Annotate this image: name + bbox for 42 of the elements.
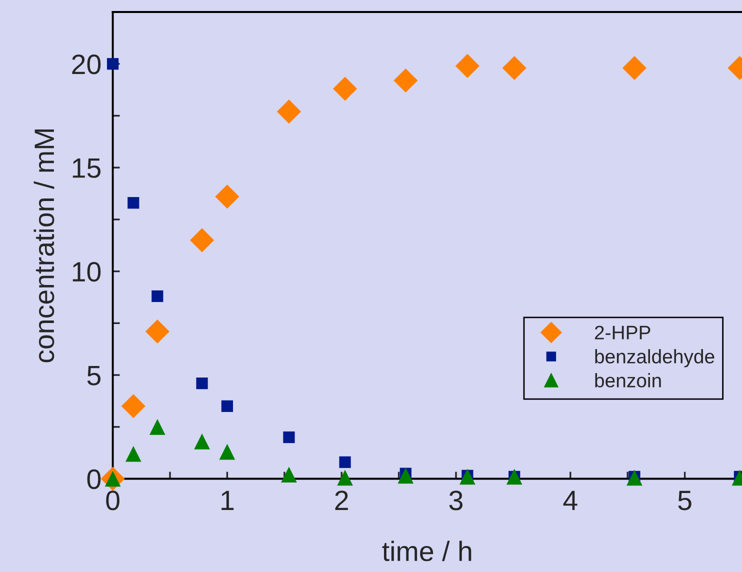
point	[626, 470, 642, 486]
point	[339, 456, 351, 468]
point	[455, 54, 480, 78]
x-tick-label: 2	[335, 490, 348, 510]
point	[281, 466, 297, 483]
y-tick-label: 20	[72, 54, 101, 74]
y-tick-label: 10	[72, 262, 101, 282]
x-axis-title: time / h	[382, 540, 472, 562]
point	[145, 319, 170, 344]
y-axis-title: concentration / mM	[34, 130, 54, 362]
legend-label: benzaldehyde	[595, 349, 714, 368]
point	[394, 68, 418, 92]
point	[337, 470, 353, 486]
point	[125, 446, 142, 462]
x-tick-label: 0	[106, 490, 120, 510]
y-tick-label: 0	[87, 469, 101, 490]
x-tick-label: 1	[222, 490, 234, 510]
point	[190, 228, 214, 252]
point	[106, 58, 119, 70]
point	[149, 418, 166, 435]
x-tick-label: 3	[449, 490, 462, 510]
point	[276, 100, 301, 124]
point	[622, 56, 646, 80]
point	[219, 444, 236, 460]
point	[221, 400, 233, 412]
point	[283, 431, 295, 444]
legend-label: benzoin	[595, 373, 661, 388]
point	[121, 394, 146, 418]
point	[332, 76, 358, 101]
point	[152, 290, 164, 302]
legend-label: 2-HPP	[594, 326, 650, 340]
point	[215, 184, 240, 209]
x-tick-label: 4	[563, 490, 578, 510]
y-tick-label: 5	[87, 366, 101, 386]
point	[460, 468, 476, 485]
point	[398, 468, 414, 484]
point	[196, 378, 208, 390]
x-tick-label: 5	[678, 490, 692, 510]
y-tick-label: 15	[72, 158, 101, 178]
point	[194, 434, 210, 450]
point	[128, 197, 140, 209]
point	[502, 56, 526, 80]
